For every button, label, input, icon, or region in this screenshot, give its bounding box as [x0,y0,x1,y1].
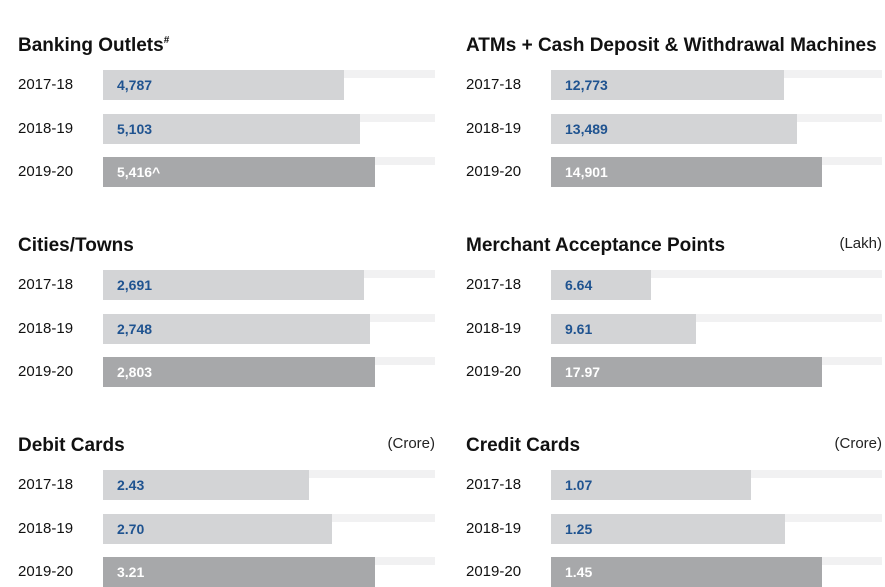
category-label: 2017-18 [466,76,522,93]
bar [103,513,332,544]
bar [551,513,785,544]
bar-track [551,313,882,322]
category-label: 2018-19 [466,119,522,137]
value-label: 14,901 [565,164,608,180]
bar [551,70,784,100]
value-label: 2,691 [117,277,153,293]
chart-title-text: ATMs + Cash Deposit & Withdrawal Machine… [466,35,877,56]
value-label: 1.45 [565,564,593,580]
unit-label: (Crore) [387,435,436,452]
category-label: 2018-19 [466,319,522,337]
value-label: 5,416^ [117,164,161,180]
value-label: 6.64 [565,277,593,293]
category-label: 2018-19 [466,519,522,537]
chart-title: Merchant Acceptance Points [466,207,885,257]
bar [103,70,344,100]
value-label: 3.21 [117,564,145,580]
value-label: 1.07 [565,477,593,493]
chart-title-text: Debit Cards [18,435,125,456]
category-label: 2017-18 [466,276,522,293]
bar [551,270,652,300]
chart-title-text: Merchant Acceptance Points [466,235,726,256]
value-label: 1.25 [565,520,593,537]
bar [551,357,823,387]
bar [103,113,360,144]
bar [551,470,752,500]
value-label: 17.97 [565,364,601,380]
category-label: 2019-20 [466,163,522,180]
category-label: 2017-18 [18,276,74,293]
value-label: 5,103 [117,120,153,137]
value-label: 2,748 [117,320,153,337]
category-label: 2017-18 [18,76,74,93]
value-label: 13,489 [565,120,608,137]
value-label: 2.70 [117,520,145,537]
category-label: 2017-18 [466,476,522,493]
value-label: 2,803 [117,364,153,380]
category-label: 2019-20 [466,363,522,380]
chart-title: Banking Outlets# [18,7,438,57]
chart-title: ATMs + Cash Deposit & Withdrawal Machine… [466,7,885,57]
chart-title: Credit Cards [466,407,885,457]
category-label: 2019-20 [18,163,74,180]
value-label: 4,787 [117,77,153,93]
category-label: 2018-19 [18,319,74,337]
bar [103,313,370,344]
value-label: 2.43 [117,477,145,493]
bar [551,157,823,187]
bar [551,313,697,344]
bar [551,557,823,587]
bar [103,357,376,387]
category-label: 2019-20 [18,363,74,380]
category-label: 2019-20 [466,563,522,580]
bar [103,470,310,500]
bar-track [551,270,882,278]
unit-label: (Lakh) [839,235,882,252]
value-label: 9.61 [565,320,593,337]
chart-title-text: Banking Outlets# [18,35,170,56]
unit-label: (Crore) [834,435,883,452]
chart-title-text: Cities/Towns [18,235,134,256]
bar [103,270,365,300]
category-label: 2018-19 [18,519,74,537]
value-label: 12,773 [565,77,608,93]
chart-title: Cities/Towns [18,207,438,257]
bar [551,113,797,144]
category-label: 2017-18 [18,476,74,493]
chart-title: Debit Cards [18,407,438,457]
category-label: 2018-19 [18,119,74,137]
title-mark: # [163,35,170,46]
category-label: 2019-20 [18,563,74,580]
bar [103,557,376,587]
chart-title-text: Credit Cards [466,435,581,456]
bar [103,157,376,187]
